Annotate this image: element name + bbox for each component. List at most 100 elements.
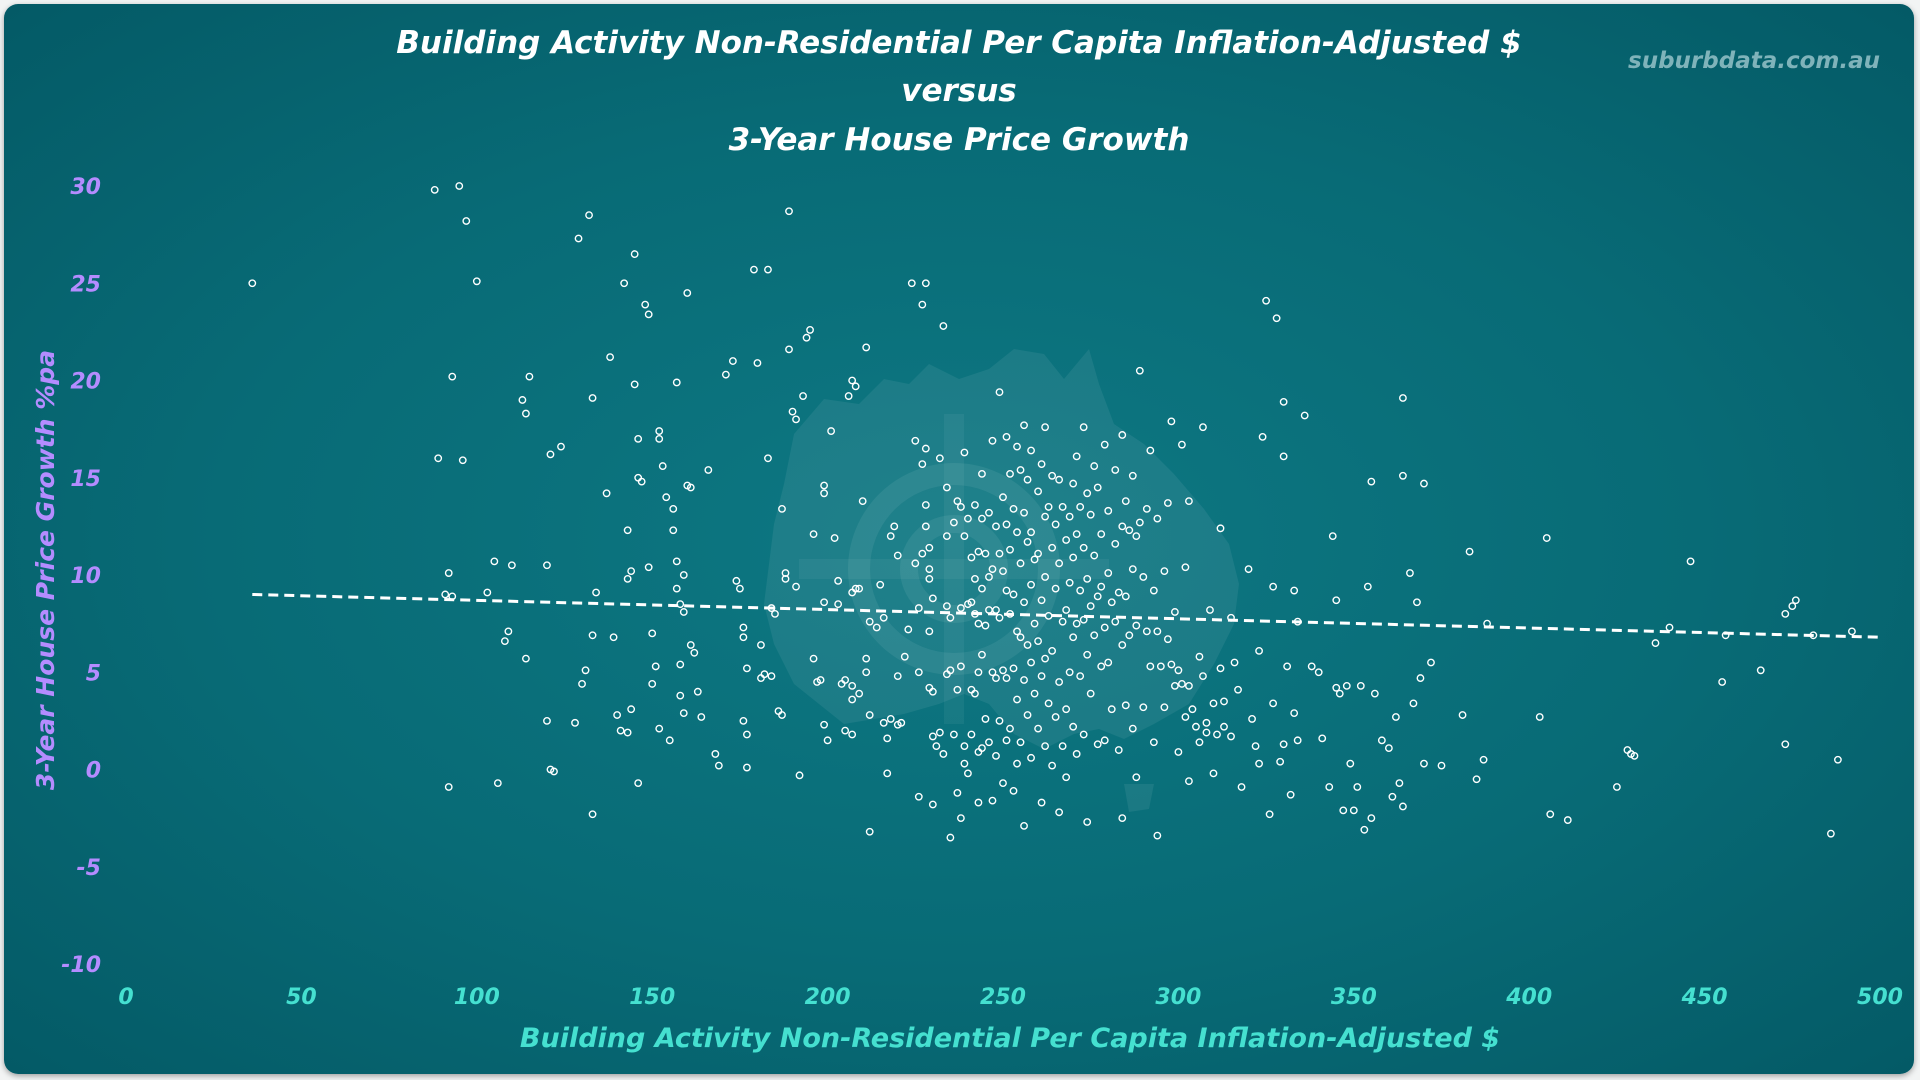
data-point	[1185, 497, 1193, 505]
data-point	[1195, 652, 1204, 661]
data-point	[602, 489, 611, 498]
data-point	[1199, 672, 1207, 681]
data-point	[925, 543, 934, 552]
data-point	[1058, 742, 1067, 751]
data-point	[441, 590, 450, 599]
data-point	[1090, 462, 1099, 470]
data-point	[886, 715, 895, 723]
data-point	[1062, 773, 1071, 782]
data-point	[1076, 503, 1085, 511]
data-point	[1121, 701, 1130, 710]
data-point	[1093, 483, 1102, 492]
data-point	[1118, 814, 1127, 823]
data-point	[693, 687, 702, 696]
data-point	[1388, 792, 1397, 801]
x-tick-label: 100	[454, 985, 500, 1010]
data-point	[757, 641, 765, 649]
data-point	[865, 827, 874, 836]
data-point	[760, 670, 769, 679]
data-point	[925, 627, 934, 636]
data-point	[820, 489, 828, 498]
x-tick-label: 50	[286, 985, 317, 1010]
data-point	[1332, 683, 1341, 692]
data-point	[588, 631, 597, 640]
data-point	[858, 497, 867, 505]
y-axis-label: 3-Year House Price Growth %pa	[31, 350, 60, 790]
data-point	[1216, 524, 1225, 533]
data-point	[1244, 565, 1253, 574]
data-point	[1020, 676, 1028, 684]
data-point	[721, 370, 730, 379]
data-point	[1037, 672, 1046, 681]
data-point	[1153, 627, 1162, 636]
data-point	[1020, 508, 1028, 517]
data-point	[1342, 681, 1351, 690]
data-point	[444, 783, 453, 791]
data-point	[1104, 658, 1113, 667]
data-point	[957, 662, 965, 671]
data-point	[957, 814, 965, 823]
data-point	[981, 549, 990, 558]
x-tick-label: 250	[980, 985, 1026, 1010]
data-point	[992, 674, 1000, 682]
y-tick-label: -5	[77, 856, 101, 881]
data-point	[1160, 567, 1169, 576]
data-point	[848, 730, 857, 739]
data-point	[939, 322, 948, 330]
data-point	[1409, 699, 1418, 708]
data-point	[999, 567, 1007, 576]
data-point	[1086, 602, 1095, 611]
data-point	[1013, 442, 1021, 451]
y-tick-label: 15	[70, 467, 101, 492]
data-point	[893, 672, 902, 681]
data-point	[620, 279, 629, 288]
data-point	[865, 617, 874, 626]
data-point	[1079, 423, 1088, 432]
data-point	[739, 623, 748, 632]
data-point	[1290, 709, 1299, 717]
data-point	[1146, 446, 1155, 455]
data-point	[655, 427, 664, 435]
data-point	[1395, 779, 1404, 788]
data-point	[1788, 602, 1797, 611]
data-point	[995, 716, 1004, 725]
data-point	[1065, 668, 1074, 677]
data-point	[1391, 713, 1400, 721]
data-point	[1416, 674, 1425, 682]
data-point	[971, 689, 979, 698]
data-point	[1027, 446, 1035, 455]
data-point	[1258, 433, 1267, 441]
data-point	[448, 372, 457, 381]
data-point	[1276, 757, 1285, 766]
data-point	[1107, 705, 1116, 714]
data-point	[1020, 822, 1028, 830]
data-point	[1146, 662, 1155, 671]
data-point	[1107, 598, 1116, 607]
data-point	[641, 300, 650, 309]
data-point	[1174, 666, 1183, 675]
x-tick-label: 400	[1505, 985, 1552, 1010]
x-tick-label: 450	[1681, 985, 1728, 1010]
data-point	[1125, 631, 1134, 640]
data-point	[613, 711, 622, 719]
data-point	[935, 728, 944, 737]
data-point	[764, 265, 772, 274]
data-point	[928, 594, 937, 603]
data-point	[921, 444, 930, 453]
data-point	[1132, 773, 1141, 782]
data-point	[1006, 469, 1014, 478]
data-point	[953, 788, 962, 797]
data-point	[1216, 664, 1225, 673]
data-point	[1546, 810, 1555, 819]
data-point	[1002, 433, 1011, 441]
data-point	[865, 711, 874, 719]
data-point	[904, 625, 913, 634]
x-tick-label: 300	[1155, 985, 1201, 1010]
data-point	[462, 217, 471, 225]
y-tick-label: -10	[61, 953, 101, 978]
data-point	[672, 557, 681, 566]
data-point	[1318, 734, 1327, 743]
data-point	[799, 392, 807, 400]
x-axis-ticks: 0 50 100 150 200 250 300 350 400 450 500	[118, 985, 1903, 1010]
data-point	[1427, 658, 1435, 667]
